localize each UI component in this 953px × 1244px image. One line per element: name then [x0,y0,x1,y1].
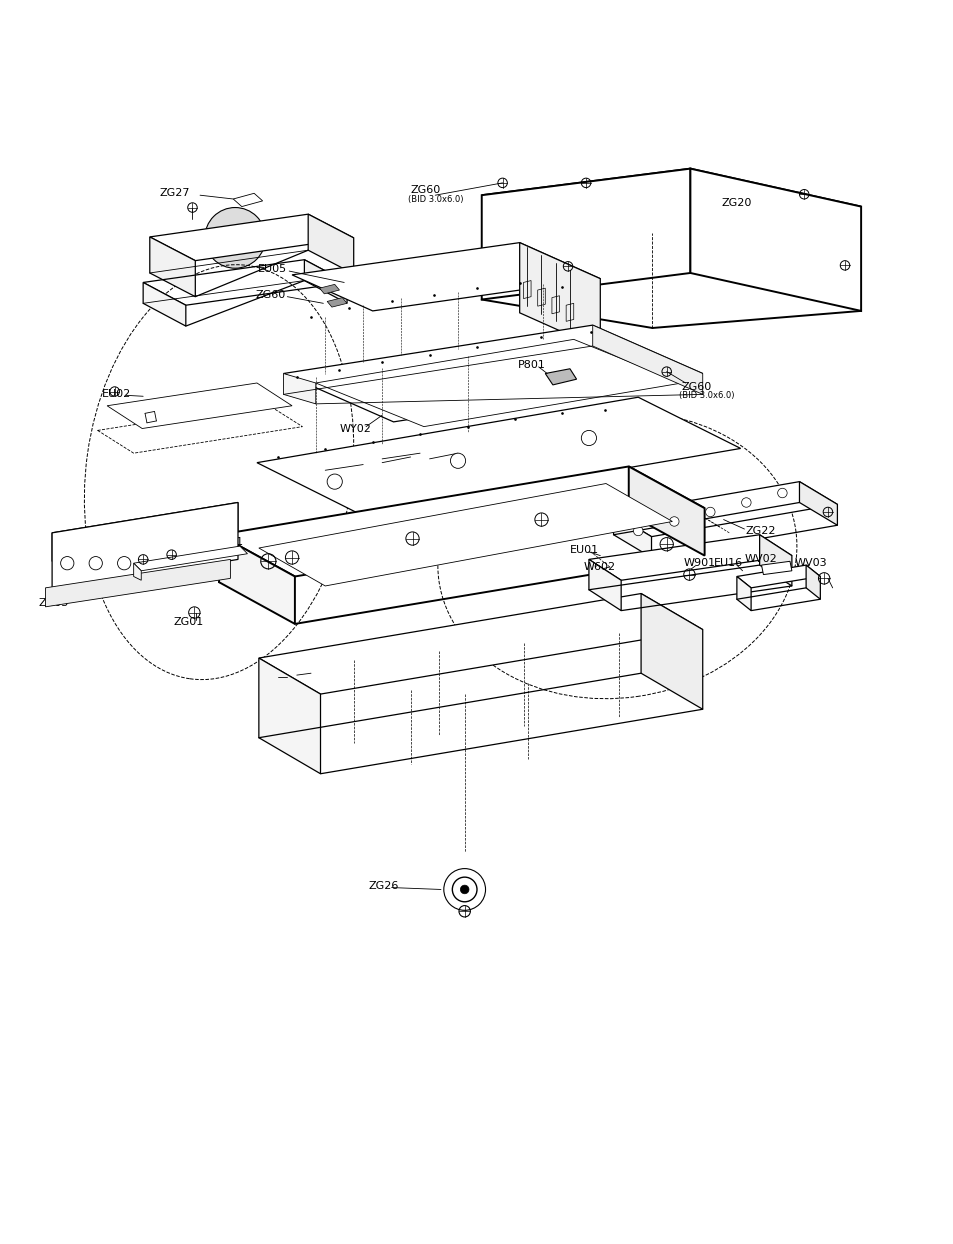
Circle shape [705,508,715,516]
Text: ZG01: ZG01 [173,617,204,627]
Polygon shape [805,565,820,600]
Text: WV03: WV03 [794,559,826,569]
Polygon shape [736,565,820,588]
Text: (BID 3.0x6.0): (BID 3.0x6.0) [407,195,463,204]
Text: ZG60: ZG60 [681,382,711,392]
Polygon shape [150,236,195,296]
Circle shape [227,229,243,246]
Circle shape [61,556,73,570]
Text: ZG03: ZG03 [39,598,69,608]
Polygon shape [219,466,704,576]
Polygon shape [143,282,186,326]
Polygon shape [799,481,837,525]
Polygon shape [46,560,231,607]
Polygon shape [613,481,837,536]
Circle shape [89,556,102,570]
Text: EU04: EU04 [86,564,115,573]
Polygon shape [304,260,347,304]
Polygon shape [52,503,237,590]
Polygon shape [219,535,294,624]
Text: W901: W901 [683,559,715,569]
Text: W102: W102 [193,562,224,572]
Polygon shape [150,214,354,261]
Text: WV02: WV02 [743,555,777,565]
Text: EU03: EU03 [154,527,184,537]
Text: ZG22: ZG22 [744,526,775,536]
Text: ZG26: ZG26 [369,881,399,891]
Text: ZG27: ZG27 [159,188,190,198]
Circle shape [460,886,469,893]
Text: ZG07: ZG07 [88,577,118,587]
Polygon shape [258,658,320,774]
Circle shape [450,453,465,468]
Polygon shape [258,484,672,586]
Circle shape [633,526,642,536]
Polygon shape [292,243,599,311]
Text: ZG60: ZG60 [410,185,440,195]
Circle shape [117,556,131,570]
Polygon shape [545,368,576,384]
Text: EU01: EU01 [569,545,598,555]
Polygon shape [481,169,861,233]
Circle shape [777,488,786,498]
Polygon shape [628,466,704,556]
Polygon shape [588,535,791,580]
Polygon shape [759,535,791,586]
Polygon shape [640,593,702,709]
Polygon shape [133,564,141,580]
Circle shape [740,498,750,508]
Polygon shape [97,404,302,453]
Polygon shape [690,169,861,311]
Polygon shape [283,325,702,422]
Polygon shape [736,576,750,611]
Polygon shape [52,503,237,561]
Circle shape [580,430,596,445]
Polygon shape [256,397,740,514]
Polygon shape [760,561,791,575]
Polygon shape [233,193,262,207]
Polygon shape [107,383,292,428]
Text: P801: P801 [517,360,545,369]
Polygon shape [308,214,354,274]
Text: ZG20: ZG20 [720,198,751,208]
Circle shape [327,474,342,489]
Circle shape [205,208,265,269]
Polygon shape [588,560,620,611]
Text: (BID 3.0x6.0): (BID 3.0x6.0) [679,391,734,399]
Text: EU05: EU05 [258,264,287,274]
Polygon shape [315,340,681,427]
Polygon shape [519,243,599,348]
Text: EU51: EU51 [215,537,244,547]
Polygon shape [613,514,651,557]
Text: ZG60: ZG60 [254,290,285,300]
Polygon shape [327,297,347,307]
Text: ZG08: ZG08 [140,541,171,551]
Text: EU16: EU16 [714,559,742,569]
Text: WY02: WY02 [339,424,371,434]
Polygon shape [319,285,339,294]
Text: EU07: EU07 [178,571,207,581]
Polygon shape [481,169,690,300]
Polygon shape [133,546,247,571]
Polygon shape [592,325,702,394]
Polygon shape [258,593,702,694]
Circle shape [669,516,679,526]
Text: EU02: EU02 [102,389,132,399]
Polygon shape [283,373,315,404]
Text: W602: W602 [582,562,615,572]
